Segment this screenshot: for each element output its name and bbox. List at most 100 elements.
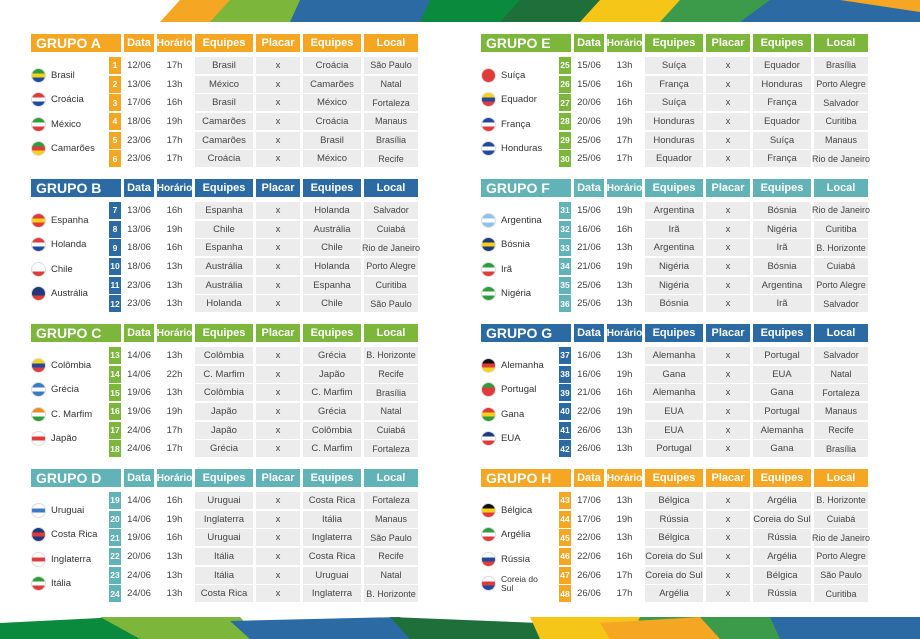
- match-row: 23 24/06 13h Itália x Uruguai Natal: [109, 566, 421, 585]
- header-equipes: Equipes: [645, 324, 703, 342]
- match-venue: Brasília: [814, 440, 868, 458]
- header-data: Data: [124, 179, 154, 197]
- header-horario: Horário: [157, 469, 192, 487]
- home-team: Equador: [645, 150, 703, 168]
- team-name: Chile: [51, 263, 73, 275]
- team-list: Uruguai Costa Rica Inglaterra Itália: [31, 491, 109, 605]
- home-team: Camarões: [195, 112, 253, 130]
- home-team: Itália: [195, 547, 253, 565]
- match-number: 11: [109, 276, 121, 294]
- match-row: 16 19/06 19h Japão x Grécia Natal: [109, 402, 421, 421]
- away-team: Nigéria: [753, 220, 811, 238]
- match-time: 13h: [607, 276, 642, 294]
- group-name: GRUPO D: [31, 469, 121, 487]
- group-body: Espanha Holanda Chile Austrália 7 13/06 16h Esp…: [31, 201, 439, 315]
- match-time: 13h: [157, 585, 192, 603]
- match-venue: Salvador: [814, 346, 868, 364]
- away-team: Equador: [753, 112, 811, 130]
- score-cell: x: [256, 94, 300, 112]
- away-team: Inglaterra: [303, 529, 361, 547]
- home-team: Alemanha: [645, 384, 703, 402]
- match-date: 22/06: [574, 547, 604, 565]
- score-cell: x: [256, 510, 300, 528]
- match-date: 26/06: [574, 440, 604, 458]
- score-cell: x: [706, 94, 750, 112]
- group-header: GRUPO G Data Horário Equipes Placar Equipes Lo…: [481, 324, 889, 342]
- match-venue: Curitiba: [364, 276, 418, 294]
- match-number: 25: [559, 56, 571, 74]
- away-team: Argélia: [753, 547, 811, 565]
- match-venue: Manaus: [364, 510, 418, 528]
- team-name: Brasil: [51, 69, 75, 81]
- score-cell: x: [706, 585, 750, 603]
- away-team: Japão: [303, 365, 361, 383]
- header-data: Data: [574, 179, 604, 197]
- header-placar: Placar: [706, 469, 750, 487]
- team-name: Coreia do Sul: [501, 573, 538, 593]
- away-team: Rússia: [753, 529, 811, 547]
- home-team: Nigéria: [645, 276, 703, 294]
- away-team: Camarões: [303, 75, 361, 93]
- match-time: 17h: [157, 421, 192, 439]
- team-item: México: [31, 115, 81, 133]
- score-cell: x: [706, 257, 750, 275]
- match-row: 13 14/06 13h Colômbia x Grécia B. Horizonte: [109, 346, 421, 365]
- match-venue: Cuiabá: [814, 510, 868, 528]
- match-date: 20/06: [574, 94, 604, 112]
- match-number: 30: [559, 150, 571, 168]
- team-item: Japão: [31, 430, 77, 448]
- score-cell: x: [256, 491, 300, 509]
- away-team: Austrália: [303, 220, 361, 238]
- match-row: 30 25/06 17h Equador x França Rio de Janeiro: [559, 149, 871, 168]
- home-team: Uruguai: [195, 529, 253, 547]
- score-cell: x: [256, 529, 300, 547]
- match-row: 47 26/06 17h Coreia do Sul x Bélgica São Paulo: [559, 566, 871, 585]
- match-list: 25 15/06 13h Suíça x Equador Brasília 26 15/06 16…: [559, 56, 871, 170]
- away-team: Costa Rica: [303, 491, 361, 509]
- match-time: 19h: [607, 365, 642, 383]
- team-name: Suíça: [501, 69, 526, 81]
- match-venue: Brasília: [814, 56, 868, 74]
- match-date: 15/06: [574, 201, 604, 219]
- home-team: Argélia: [645, 585, 703, 603]
- match-number: 20: [109, 510, 121, 528]
- home-team: Alemanha: [645, 346, 703, 364]
- away-team: Gana: [753, 440, 811, 458]
- header-equipes: Equipes: [195, 469, 253, 487]
- score-cell: x: [706, 276, 750, 294]
- match-time: 19h: [157, 220, 192, 238]
- match-row: 2 13/06 13h México x Camarões Natal: [109, 75, 421, 94]
- match-number: 13: [109, 346, 121, 364]
- group-g: GRUPO G Data Horário Equipes Placar Equipes Lo…: [481, 324, 889, 469]
- home-team: Rússia: [645, 510, 703, 528]
- match-date: 12/06: [124, 56, 154, 74]
- header-equipes: Equipes: [195, 34, 253, 52]
- match-time: 16h: [157, 94, 192, 112]
- match-venue: Cuiabá: [364, 421, 418, 439]
- away-team: Inglaterra: [303, 585, 361, 603]
- match-venue: Natal: [364, 402, 418, 420]
- match-number: 5: [109, 131, 121, 149]
- match-number: 16: [109, 402, 121, 420]
- header-horario: Horário: [157, 179, 192, 197]
- away-team: México: [303, 94, 361, 112]
- match-row: 35 25/06 13h Nigéria x Argentina Porto Alegre: [559, 276, 871, 295]
- match-time: 19h: [607, 402, 642, 420]
- team-name: Irã: [501, 263, 513, 275]
- match-venue: Curitiba: [814, 585, 868, 603]
- b-snia-flag-icon: [481, 237, 496, 252]
- match-number: 23: [109, 566, 121, 584]
- team-item: Coreia do Sul: [481, 573, 541, 593]
- home-team: Austrália: [195, 257, 253, 275]
- match-venue: Natal: [364, 75, 418, 93]
- score-cell: x: [706, 547, 750, 565]
- match-number: 14: [109, 365, 121, 383]
- match-venue: Brasília: [364, 384, 418, 402]
- home-team: Honduras: [645, 112, 703, 130]
- away-team: Holanda: [303, 257, 361, 275]
- match-venue: B. Horizonte: [814, 491, 868, 509]
- home-team: Camarões: [195, 131, 253, 149]
- match-number: 37: [559, 346, 571, 364]
- match-time: 13h: [157, 566, 192, 584]
- header-horario: Horário: [157, 34, 192, 52]
